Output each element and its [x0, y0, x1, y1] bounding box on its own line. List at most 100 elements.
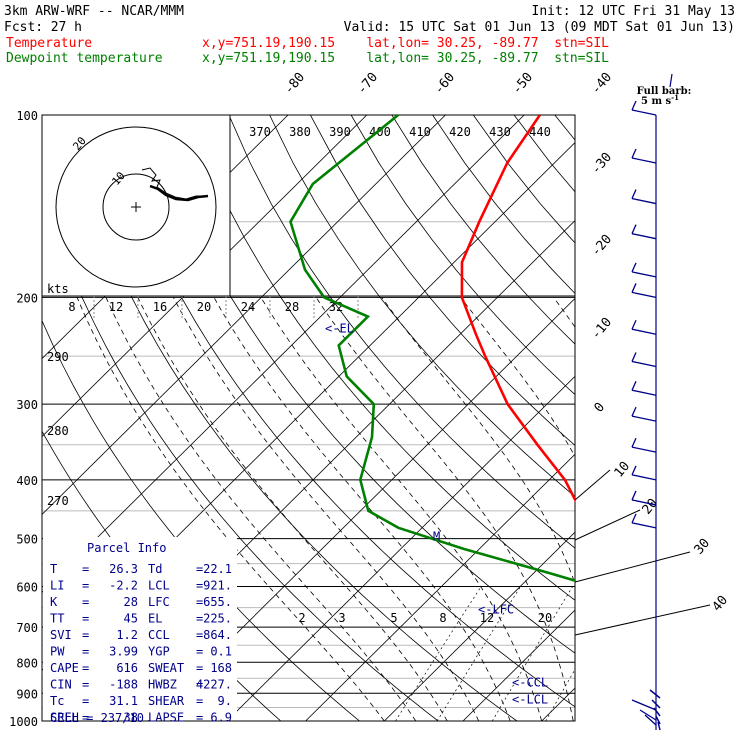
parcel-eq2-7: = [196, 678, 203, 692]
wind-barb-low-staff [631, 699, 657, 711]
parcel-key-lcl: LCL [148, 579, 170, 593]
parcel-val-shear: 9. [218, 694, 232, 708]
wind-speed-unit: kts [47, 282, 69, 296]
theta-label-280: 280 [47, 424, 69, 438]
parcel-key-ccl: CCL [148, 628, 170, 642]
parcel-info-title: Parcel Info [87, 541, 166, 555]
isotherm-label--50: -50 [510, 70, 537, 98]
parcel-val-pw: 3.99 [109, 645, 138, 659]
wind-barb-160 [631, 224, 657, 240]
parcel-val-cape: 616 [116, 661, 138, 675]
hodograph-trace [149, 184, 209, 202]
parcel-eq2-2: = [196, 595, 203, 609]
wind-barb-440 [631, 490, 657, 506]
isotherm-0 [462, 609, 575, 721]
dewpoint-location: x,y=751.19,190.15 lat,lon= 30.25, -89.77… [202, 51, 609, 66]
wind-barb-flag [631, 283, 637, 293]
isotherm-label--30: -30 [589, 150, 616, 178]
forecast-label: Fcst: [4, 20, 43, 35]
parcel-key-li: LI [50, 579, 64, 593]
theta-e-label-380: 380 [289, 125, 311, 139]
wind-barb-staff [631, 109, 657, 116]
wind-barb-staff [631, 328, 657, 335]
parcel-key-tt: TT [50, 612, 64, 626]
hodograph: 10 20 [41, 114, 231, 297]
isotherm--10 [384, 531, 575, 721]
moist-adiabat-10 [260, 297, 543, 721]
barb-legend-title: Full barb: [637, 86, 692, 97]
isotherm-label-20: 20 [640, 496, 662, 518]
isotherm-label--80: -80 [282, 70, 309, 98]
temperature-profile [460, 115, 575, 503]
theta-e-label-420: 420 [449, 125, 471, 139]
wind-speed-label-12: 12 [109, 300, 123, 314]
wind-barbs [631, 100, 661, 731]
isotherm-label--70: -70 [355, 70, 382, 98]
wind-barb-320 [631, 406, 657, 422]
parcel-eq2-8: = [196, 694, 203, 708]
wind-barb-low-0 [631, 699, 657, 711]
wind-barb-290 [631, 380, 657, 396]
dewpoint-profile [289, 115, 575, 582]
traces [289, 115, 575, 582]
wind-barb-100 [631, 100, 657, 116]
wind-barb-flag [631, 406, 637, 417]
parcel-key-hwbz: HWBZ [148, 678, 177, 692]
dry-adiabat-270 [42, 184, 439, 721]
theta-e-label-370: 370 [249, 125, 271, 139]
parcel-key-svi: SVI [50, 628, 72, 642]
dry-adiabat-440 [718, 115, 740, 721]
wind-barb-flag [631, 352, 637, 362]
parcel-info-box: Parcel Info T = 26.3 Td = 22.1LI = -2.2 LCL = 921.… [43, 537, 237, 725]
dry-adiabat-310 [187, 115, 575, 601]
init-time: Init: 12 UTC Fri 31 May 13 [532, 4, 736, 19]
isotherm-label-0: 0 [592, 400, 609, 416]
wind-barb-flag [631, 513, 637, 524]
parcel-cell: CELL = 237/10 [50, 711, 144, 725]
wind-barb-flag [631, 319, 637, 330]
wind-barb-400 [631, 465, 657, 481]
wind-barb-flag [631, 224, 637, 234]
parcel-eq2-9: = [196, 711, 203, 725]
wind-barb-flag [631, 100, 637, 111]
level-annotations: <-EL <-LFC <-CCL <-LCL M [325, 321, 548, 706]
parcel-key-lfc: LFC [148, 595, 170, 609]
isotherm-label-10: 10 [612, 459, 634, 481]
wind-barb-surface-1 [651, 699, 661, 709]
isotherm-label--20: -20 [589, 232, 616, 260]
moist-adiabat-34 [731, 297, 740, 721]
mixing-ratio-5 [491, 586, 573, 721]
parcel-val-lapse: 6.9 [210, 711, 232, 725]
wind-barb-staff [631, 197, 657, 205]
parcel-eq-6: = [82, 661, 89, 675]
level-el: <-EL [325, 321, 354, 335]
wind-barb-staff [631, 522, 657, 529]
m-marker: M [433, 530, 440, 544]
parcel-key-sreh: SREH [50, 711, 79, 725]
wind-barb-staff [631, 446, 657, 453]
parcel-val-td: 22.1 [203, 562, 232, 576]
parcel-key-t: T [50, 562, 57, 576]
wind-barb-staff [631, 233, 657, 240]
wind-barb-260 [631, 352, 657, 368]
parcel-val-tc: 31.1 [109, 694, 138, 708]
theta-e-label-430: 430 [489, 125, 511, 139]
parcel-eq2-3: = [196, 612, 203, 626]
pressure-label-300: 300 [16, 398, 38, 412]
model-title: 3km ARW-WRF -- NCAR/MMM [4, 4, 184, 19]
mixing-ratio-12 [594, 587, 668, 721]
forecast-hour: 27 h [51, 20, 82, 35]
parcel-val-el: 225. [203, 612, 232, 626]
parcel-val-lfc: 655. [203, 595, 232, 609]
temperature-legend: Temperature [6, 36, 92, 51]
wind-barb-surface-4 [657, 721, 661, 731]
isotherm-label-40: 40 [710, 593, 732, 615]
parcel-eq2-6: = [196, 661, 203, 675]
barb-legend: Full barb: 5 m s-1 [637, 73, 692, 107]
isotherm-ext-10 [574, 469, 611, 501]
parcel-eq2-4: = [196, 628, 203, 642]
parcel-val-sreh: 38 [124, 711, 138, 725]
wind-barb-flag [631, 380, 637, 391]
parcel-key-k: K [50, 595, 58, 609]
parcel-val-sweat: 168 [210, 661, 232, 675]
